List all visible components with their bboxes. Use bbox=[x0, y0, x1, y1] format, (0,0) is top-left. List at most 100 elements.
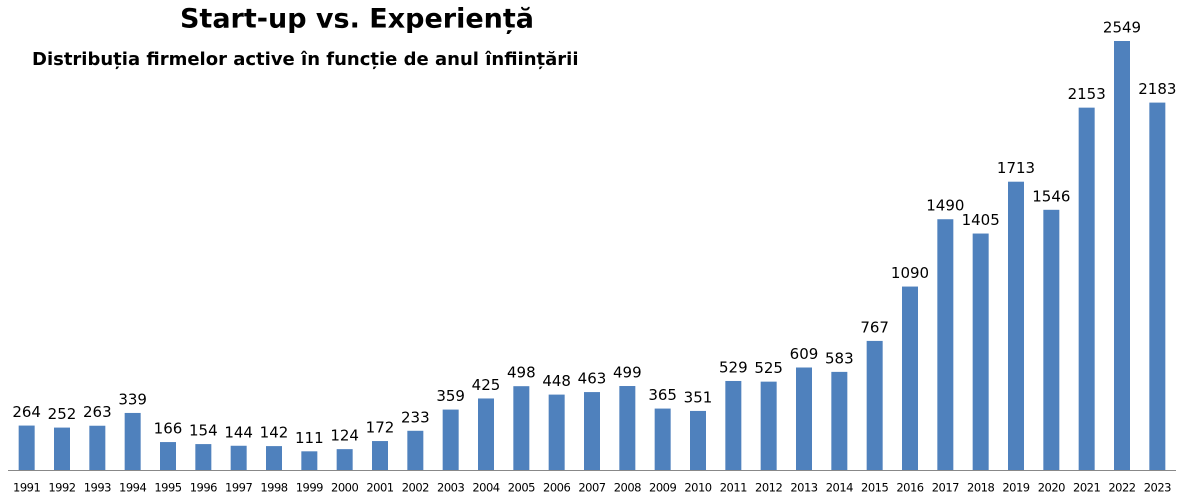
x-tick-label: 1997 bbox=[225, 481, 252, 495]
x-tick-label: 2013 bbox=[790, 481, 817, 495]
data-label: 1405 bbox=[962, 211, 1000, 229]
x-tick-label: 2017 bbox=[932, 481, 959, 495]
data-label: 2153 bbox=[1068, 85, 1106, 103]
x-tick-label: 1996 bbox=[190, 481, 217, 495]
data-label: 365 bbox=[648, 386, 677, 404]
data-label: 499 bbox=[613, 364, 642, 382]
data-label: 252 bbox=[48, 405, 77, 423]
bar bbox=[478, 398, 494, 470]
data-label: 166 bbox=[154, 420, 183, 438]
data-label: 359 bbox=[436, 387, 465, 405]
x-tick-label: 2002 bbox=[402, 481, 429, 495]
bar bbox=[866, 340, 883, 470]
data-label: 124 bbox=[330, 427, 359, 445]
bar bbox=[1043, 209, 1060, 470]
data-label: 1090 bbox=[891, 264, 929, 282]
x-tick-label: 2007 bbox=[578, 481, 605, 495]
x-tick-label: 1991 bbox=[13, 481, 40, 495]
x-tick-label: 1998 bbox=[260, 481, 287, 495]
data-label: 1546 bbox=[1032, 187, 1070, 205]
data-label: 263 bbox=[83, 403, 112, 421]
data-label: 111 bbox=[295, 429, 324, 447]
chart-title: Start-up vs. Experiență bbox=[180, 4, 534, 35]
data-label: 1490 bbox=[926, 197, 964, 215]
bar bbox=[301, 451, 318, 470]
data-label: 233 bbox=[401, 408, 430, 426]
bar bbox=[513, 386, 530, 470]
x-tick-label: 2006 bbox=[543, 481, 570, 495]
x-tick-label: 2005 bbox=[508, 481, 535, 495]
bar bbox=[725, 380, 742, 470]
x-tick-label: 1999 bbox=[296, 481, 323, 495]
bar bbox=[690, 410, 706, 470]
bar bbox=[619, 386, 636, 470]
bar bbox=[442, 409, 459, 470]
data-label: 609 bbox=[790, 345, 819, 363]
bar bbox=[654, 408, 671, 470]
bar bbox=[336, 449, 353, 470]
data-label: 339 bbox=[118, 390, 147, 408]
data-label: 1713 bbox=[997, 159, 1035, 177]
x-tick-label: 2022 bbox=[1108, 481, 1135, 495]
bar bbox=[902, 286, 918, 470]
data-label: 154 bbox=[189, 422, 218, 440]
x-tick-label: 2004 bbox=[472, 481, 499, 495]
data-label: 498 bbox=[507, 364, 536, 382]
data-label: 767 bbox=[860, 318, 889, 336]
data-label: 2183 bbox=[1138, 80, 1176, 98]
x-tick-label: 2011 bbox=[720, 481, 747, 495]
bar bbox=[372, 441, 388, 470]
data-label: 448 bbox=[542, 372, 571, 390]
bar bbox=[584, 392, 600, 470]
bar bbox=[160, 442, 176, 470]
bar bbox=[831, 371, 848, 470]
bar bbox=[937, 219, 954, 470]
x-tick-label: 1992 bbox=[48, 481, 75, 495]
bar bbox=[266, 446, 282, 470]
bar bbox=[1149, 102, 1166, 471]
bar bbox=[18, 425, 35, 470]
bar bbox=[1114, 41, 1130, 470]
data-label: 172 bbox=[366, 419, 395, 437]
x-tick-label: 2001 bbox=[366, 481, 393, 495]
x-tick-label: 2009 bbox=[649, 481, 676, 495]
bar bbox=[548, 394, 565, 470]
bar bbox=[972, 233, 989, 470]
data-label: 463 bbox=[578, 370, 607, 388]
x-tick-label: 2012 bbox=[755, 481, 782, 495]
x-tick-label: 1993 bbox=[84, 481, 111, 495]
x-tick-label: 2008 bbox=[614, 481, 641, 495]
bar bbox=[1078, 107, 1095, 471]
data-label: 525 bbox=[754, 359, 783, 377]
data-label: 529 bbox=[719, 358, 748, 376]
x-tick-label: 1994 bbox=[119, 481, 146, 495]
data-label: 425 bbox=[472, 376, 501, 394]
bar bbox=[796, 367, 812, 470]
data-label: 2549 bbox=[1103, 19, 1141, 37]
bar bbox=[1008, 181, 1024, 470]
x-tick-label: 2020 bbox=[1038, 481, 1065, 495]
data-label: 264 bbox=[12, 403, 41, 421]
bar bbox=[760, 381, 777, 470]
bar bbox=[230, 445, 247, 470]
x-tick-label: 1995 bbox=[154, 481, 181, 495]
data-label: 351 bbox=[684, 388, 713, 406]
data-label: 583 bbox=[825, 349, 854, 367]
x-tick-label: 2016 bbox=[896, 481, 923, 495]
bar bbox=[124, 412, 141, 470]
x-tick-label: 2019 bbox=[1002, 481, 1029, 495]
x-tick-label: 2015 bbox=[861, 481, 888, 495]
x-tick-label: 2010 bbox=[684, 481, 711, 495]
x-tick-label: 2023 bbox=[1144, 481, 1171, 495]
x-tick-label: 2021 bbox=[1073, 481, 1100, 495]
x-tick-label: 2003 bbox=[437, 481, 464, 495]
x-tick-label: 2014 bbox=[826, 481, 853, 495]
data-label: 142 bbox=[260, 424, 289, 442]
bar bbox=[195, 444, 212, 470]
bar bbox=[407, 430, 424, 470]
data-label: 144 bbox=[224, 423, 253, 441]
x-tick-label: 2018 bbox=[967, 481, 994, 495]
bar bbox=[89, 425, 106, 470]
x-tick-label: 2000 bbox=[331, 481, 358, 495]
